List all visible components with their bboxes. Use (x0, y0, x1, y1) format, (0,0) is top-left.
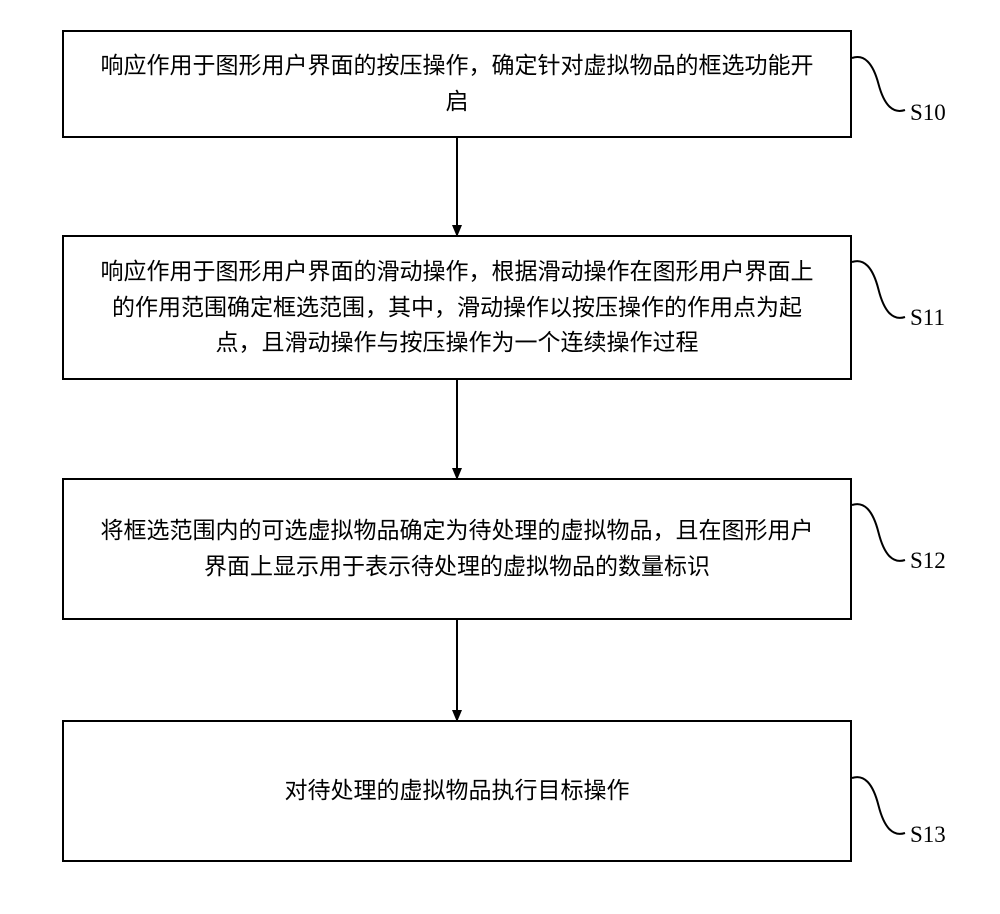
flowchart-canvas: 响应作用于图形用户界面的按压操作，确定针对虚拟物品的框选功能开启 S10 响应作… (0, 0, 1000, 914)
label-connectors-group (852, 57, 905, 834)
flowchart-connectors (0, 0, 1000, 914)
label-connector-s10 (852, 57, 905, 111)
label-connector-s11 (852, 261, 905, 318)
label-connector-s12 (852, 504, 905, 561)
label-connector-s13 (852, 777, 905, 834)
